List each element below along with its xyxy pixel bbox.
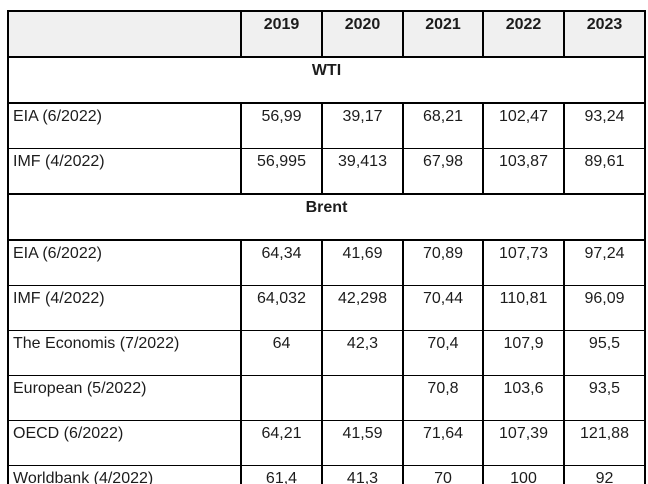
table-row: IMF (4/2022) 64,032 42,298 70,44 110,81 96,09	[7, 285, 646, 331]
section-row-wti: WTI	[7, 56, 646, 104]
table-row: IMF (4/2022) 56,995 39,413 67,98 103,87 89,61	[7, 148, 646, 195]
value-cell: 102,47	[482, 102, 565, 149]
value-cell: 71,64	[402, 420, 484, 466]
value-cell: 41,69	[321, 239, 404, 286]
value-cell: 70,89	[402, 239, 484, 286]
value-cell: 70,8	[402, 375, 484, 421]
value-cell: 41,59	[321, 420, 404, 466]
value-cell: 68,21	[402, 102, 484, 149]
value-cell: 39,413	[321, 148, 404, 195]
row-label: European (5/2022)	[7, 375, 242, 421]
section-row-brent: Brent	[7, 193, 646, 241]
value-cell: 103,6	[482, 375, 565, 421]
table-row: EIA (6/2022) 64,34 41,69 70,89 107,73 97,24	[7, 239, 646, 286]
value-cell: 92	[563, 465, 646, 484]
value-cell: 56,995	[240, 148, 323, 195]
value-cell: 67,98	[402, 148, 484, 195]
value-cell: 107,73	[482, 239, 565, 286]
value-cell: 61,4	[240, 465, 323, 484]
year-header-2020: 2020	[321, 10, 404, 58]
value-cell: 89,61	[563, 148, 646, 195]
value-cell: 103,87	[482, 148, 565, 195]
corner-cell	[7, 10, 242, 58]
value-cell: 96,09	[563, 285, 646, 331]
value-cell: 95,5	[563, 330, 646, 376]
value-cell: 64,21	[240, 420, 323, 466]
value-cell: 39,17	[321, 102, 404, 149]
row-label: IMF (4/2022)	[7, 285, 242, 331]
year-header-2019: 2019	[240, 10, 323, 58]
value-cell: 121,88	[563, 420, 646, 466]
value-cell: 93,5	[563, 375, 646, 421]
table-row: OECD (6/2022) 64,21 41,59 71,64 107,39 121,88	[7, 420, 646, 466]
row-label: OECD (6/2022)	[7, 420, 242, 466]
value-cell: 64,34	[240, 239, 323, 286]
value-cell: 97,24	[563, 239, 646, 286]
value-cell: 64,032	[240, 285, 323, 331]
row-label: The Economis (7/2022)	[7, 330, 242, 376]
section-title: WTI	[7, 56, 646, 104]
value-cell: 70	[402, 465, 484, 484]
value-cell: 64	[240, 330, 323, 376]
value-cell: 70,44	[402, 285, 484, 331]
row-label: EIA (6/2022)	[7, 239, 242, 286]
value-cell: 107,39	[482, 420, 565, 466]
value-cell: 110,81	[482, 285, 565, 331]
header-row: 2019 2020 2021 2022 2023	[7, 10, 646, 58]
value-cell: 107,9	[482, 330, 565, 376]
table-row: Worldbank (4/2022) 61,4 41,3 70 100 92	[7, 465, 646, 484]
value-cell: 42,3	[321, 330, 404, 376]
year-header-2021: 2021	[402, 10, 484, 58]
value-cell: 100	[482, 465, 565, 484]
year-header-2022: 2022	[482, 10, 565, 58]
value-cell: 56,99	[240, 102, 323, 149]
value-cell: 93,24	[563, 102, 646, 149]
row-label: IMF (4/2022)	[7, 148, 242, 195]
table-row: The Economis (7/2022) 64 42,3 70,4 107,9 95,5	[7, 330, 646, 376]
value-cell: 70,4	[402, 330, 484, 376]
value-cell: 41,3	[321, 465, 404, 484]
section-title: Brent	[7, 193, 646, 241]
year-header-2023: 2023	[563, 10, 646, 58]
value-cell	[321, 375, 404, 421]
row-label: EIA (6/2022)	[7, 102, 242, 149]
value-cell	[240, 375, 323, 421]
table-row: EIA (6/2022) 56,99 39,17 68,21 102,47 93,24	[7, 102, 646, 149]
oil-price-forecast-table: 2019 2020 2021 2022 2023 WTI EIA (6/2022)…	[7, 10, 646, 484]
row-label: Worldbank (4/2022)	[7, 465, 242, 484]
value-cell: 42,298	[321, 285, 404, 331]
table-row: European (5/2022) 70,8 103,6 93,5	[7, 375, 646, 421]
